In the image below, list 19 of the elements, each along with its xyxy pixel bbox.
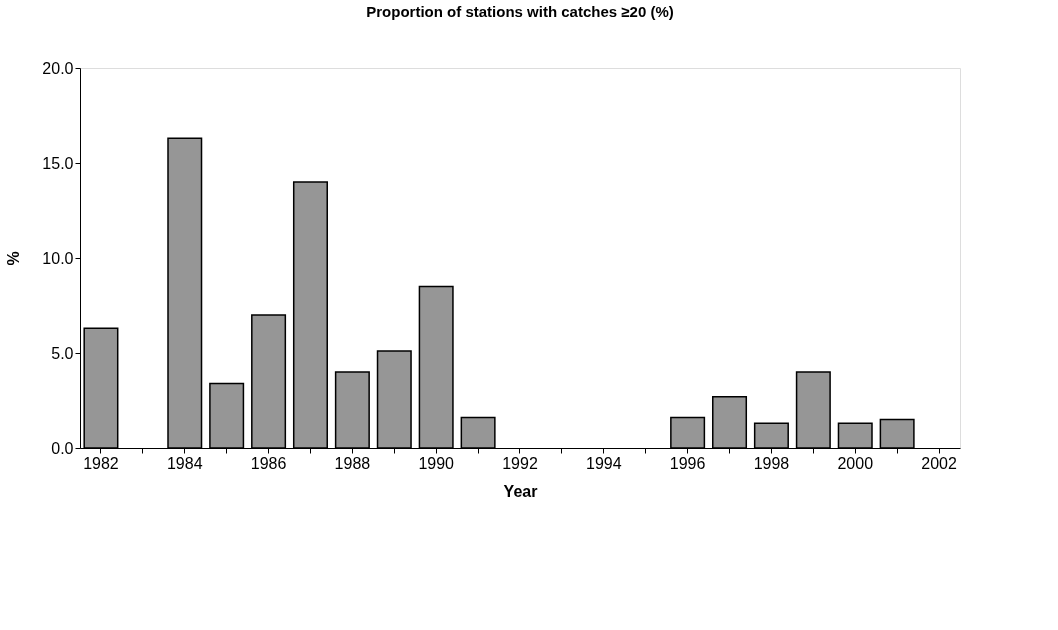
y-tick-label: 5.0 (51, 344, 74, 362)
x-tick-label: 1988 (334, 454, 371, 472)
x-tick-label: 1998 (753, 454, 790, 472)
x-tick-label: 1994 (586, 454, 622, 472)
x-tick-label: 2002 (921, 454, 957, 472)
x-tick-label: 1984 (166, 454, 203, 472)
chart-title: Proportion of stations with catches ≥20 (%) (366, 3, 674, 20)
x-tick-label: 1982 (83, 454, 119, 472)
x-tick-label: 1986 (250, 454, 287, 472)
y-axis-title: % (5, 251, 23, 266)
y-tick-label: 15.0 (42, 154, 74, 172)
y-tick-label: 10.0 (42, 249, 74, 267)
x-axis-title: Year (503, 482, 538, 500)
y-tick-label: 20.0 (42, 59, 74, 77)
y-tick-label: 0.0 (51, 439, 74, 457)
x-tick-label: 1996 (669, 454, 706, 472)
x-tick-label: 2000 (837, 454, 874, 472)
x-tick-label: 1992 (502, 454, 538, 472)
x-tick-label: 1990 (418, 454, 455, 472)
